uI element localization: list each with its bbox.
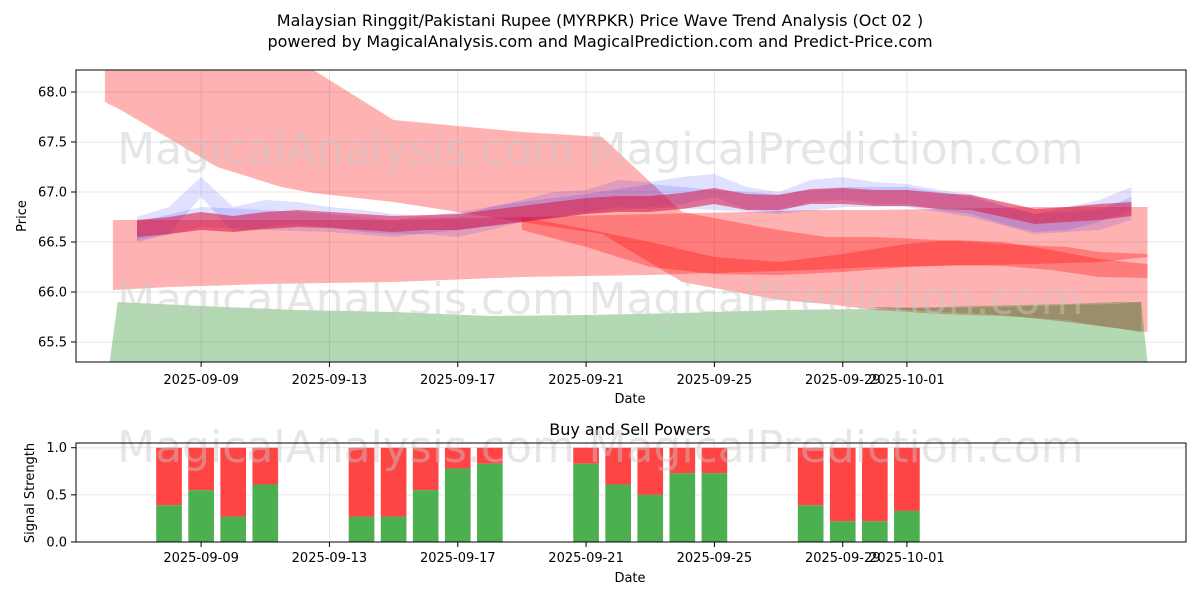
green-support-band [109, 302, 1148, 362]
price-ytick-label: 67.0 [38, 186, 67, 201]
buy-bar [669, 473, 696, 542]
sell-bar [477, 447, 503, 464]
signal-panel: Buy and Sell Powers MagicalAnalysis.com … [23, 420, 1187, 586]
watermark-prediction-bottom: MagicalPrediction.com [589, 422, 1084, 473]
chart-title: Malaysian Ringgit/Pakistani Rupee (MYRPK… [277, 11, 923, 30]
buy-bar [348, 516, 375, 542]
signal-xtick-label: 2025-09-29 [805, 551, 881, 566]
price-panel: MagicalAnalysis.com MagicalPrediction.co… [15, 69, 1187, 407]
buy-bar [477, 463, 503, 542]
sell-bar [637, 447, 664, 495]
chart-subtitle: powered by MagicalAnalysis.com and Magic… [267, 32, 932, 51]
price-ytick-label: 67.5 [38, 136, 67, 151]
buy-bar [573, 463, 599, 542]
signal-xtick-label: 2025-09-25 [677, 551, 753, 566]
sell-bar [861, 447, 888, 522]
price-xtick-label: 2025-09-29 [805, 373, 881, 388]
price-ytick-label: 66.0 [38, 286, 67, 301]
signal-axes-frame [75, 442, 1187, 543]
signal-xtick-label: 2025-09-21 [548, 551, 624, 566]
price-xtick-label: 2025-09-25 [677, 373, 753, 388]
buy-bar [252, 484, 279, 542]
sell-bar [220, 447, 247, 517]
price-xlabel: Date [614, 392, 645, 407]
signal-xtick-label: 2025-10-01 [869, 551, 945, 566]
price-ylabel: Price [15, 200, 30, 232]
signal-ytick-label: 0.5 [46, 488, 67, 503]
watermark-analysis-top: MagicalAnalysis.com [117, 124, 575, 175]
sell-bar [605, 447, 631, 485]
signal-xtick-label: 2025-09-17 [420, 551, 496, 566]
lower-red-wave [521, 217, 1148, 278]
sell-bar [797, 447, 824, 506]
buy-bar [188, 490, 214, 542]
sell-bar [412, 447, 439, 491]
price-bands [104, 70, 1148, 362]
buy-bar [444, 468, 471, 542]
sell-bar [252, 447, 279, 485]
watermark-prediction-top: MagicalPrediction.com [589, 124, 1084, 175]
signal-xlabel: Date [614, 571, 645, 586]
price-axes-frame [75, 69, 1187, 363]
buy-bar [861, 521, 888, 542]
signal-title: Buy and Sell Powers [549, 420, 711, 439]
buy-bar [412, 490, 439, 542]
price-xtick-label: 2025-09-13 [292, 373, 368, 388]
watermark-analysis-bottom: MagicalAnalysis.com [117, 422, 575, 473]
olive-overlap-band [874, 302, 1142, 332]
sell-bar [701, 447, 728, 474]
buy-bar [829, 521, 856, 542]
buy-bar [156, 505, 182, 542]
signal-ticks: 0.0 0.5 1.0 2025-09-09 2025-09-13 2025-09-17 2… [46, 441, 944, 566]
signal-xtick-label: 2025-09-13 [292, 551, 368, 566]
buy-bar [220, 516, 247, 542]
price-grid [76, 70, 1186, 362]
buy-bar [797, 505, 824, 542]
sell-bar [348, 447, 375, 517]
price-ytick-label: 66.5 [38, 236, 67, 251]
price-xtick-label: 2025-09-09 [163, 373, 239, 388]
signal-ylabel: Signal Strength [23, 443, 38, 543]
sell-bar [894, 447, 920, 511]
sell-bar [156, 447, 182, 506]
crimson-core-band [137, 188, 1132, 237]
sell-bar [380, 447, 407, 517]
price-xtick-label: 2025-10-01 [869, 373, 945, 388]
signal-ytick-label: 1.0 [46, 441, 67, 456]
signal-ytick-label: 0.0 [46, 536, 67, 551]
price-xtick-label: 2025-09-21 [548, 373, 624, 388]
watermark-analysis-mid: MagicalAnalysis.com [117, 274, 575, 325]
sell-bar [573, 447, 599, 464]
price-xtick-label: 2025-09-17 [420, 373, 496, 388]
buy-bar [605, 484, 631, 542]
sell-bar [829, 447, 856, 522]
buy-bar [637, 494, 664, 542]
sell-bar [669, 447, 696, 474]
price-ticks: 65.5 66.0 66.5 67.0 67.5 68.0 2025-09-09 2025-0… [38, 86, 945, 389]
price-ytick-label: 68.0 [38, 86, 67, 101]
buy-bar [701, 473, 728, 542]
signal-xtick-label: 2025-09-09 [163, 551, 239, 566]
watermark-prediction-mid: MagicalPrediction.com [589, 274, 1084, 325]
sell-bar [188, 447, 214, 491]
buy-bar [894, 510, 920, 542]
buy-bar [380, 516, 407, 542]
sell-bar [444, 447, 471, 469]
price-ytick-label: 65.5 [38, 336, 67, 351]
signal-bars [156, 447, 920, 542]
